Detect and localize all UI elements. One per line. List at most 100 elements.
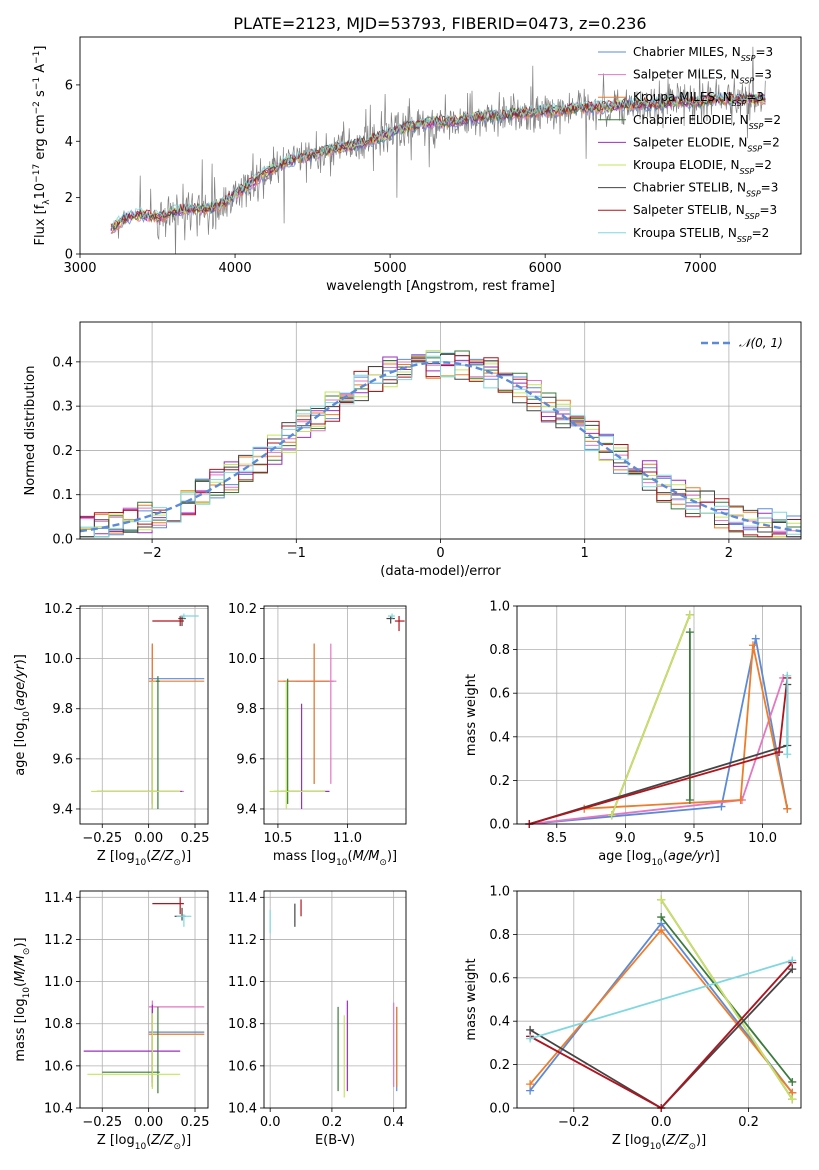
x-axis-label-part: ⊙ <box>379 858 387 868</box>
gaussian-curve <box>80 361 801 533</box>
weight-marker <box>657 926 666 935</box>
tick-label-x: 0.2 <box>738 1115 759 1130</box>
tick-label-y: 0.2 <box>489 1058 510 1073</box>
weight-marker <box>788 1095 797 1104</box>
weight-marker <box>717 802 726 811</box>
tick-label-x: −1 <box>287 546 306 561</box>
y-axis-label-part: mass weight <box>464 958 479 1040</box>
tick-label-x: 1 <box>581 546 589 561</box>
y-axis-label-part: A <box>33 64 48 77</box>
tick-label-x: 9.0 <box>615 831 636 846</box>
weight-marker <box>657 913 666 922</box>
legend-suffix: =2 <box>754 158 772 172</box>
x-axis-label: age [log10(age/yr)] <box>598 849 720 868</box>
spectrum-lines <box>110 46 766 254</box>
x-axis-label-part: ( <box>661 1133 666 1148</box>
tick-label-y: 10.6 <box>44 1059 73 1074</box>
weight-marker <box>607 811 616 820</box>
tick-label-x: −0.2 <box>558 1115 590 1130</box>
tick-label-y: 11.4 <box>228 891 257 906</box>
x-axis-label-part: )] <box>696 1133 706 1148</box>
axes-frame <box>516 890 802 1109</box>
legend-entry-3: Chabrier ELODIE, NSSP=2 <box>633 113 781 131</box>
weight-marker <box>783 750 792 759</box>
x-axis-label-part: ⊙ <box>688 1142 696 1152</box>
y-axis-label-part: mass [log <box>13 998 28 1061</box>
y-axis-label-part: Flux [f <box>33 204 48 245</box>
legend-sub: SSP <box>732 99 747 108</box>
legend-sub: SSP <box>746 189 761 198</box>
axes-frame <box>516 605 802 825</box>
legend-entry-2: Kroupa MILES, NSSP=3 <box>633 90 764 108</box>
y-axis-label-part: )] <box>13 937 28 947</box>
y-axis-label-part: s <box>33 90 48 101</box>
legend-suffix: =2 <box>762 135 780 149</box>
legend-sub: SSP <box>741 54 756 63</box>
legend-name: Salpeter STELIB, N <box>633 203 745 217</box>
weight-marker <box>775 748 784 757</box>
tick-label-y: 0.6 <box>489 971 510 986</box>
x-axis-label-part: ⊙ <box>173 858 181 868</box>
legend-suffix: =3 <box>746 90 764 104</box>
tick-label-x: −0.25 <box>82 831 122 846</box>
panel-z_vs_age: −0.25 0.00 0.259.49.69.810.010.2Z [log10(Z… <box>13 602 209 868</box>
legend-entry-7: Salpeter STELIB, NSSP=3 <box>633 203 777 221</box>
tick-label-x: 0 <box>436 546 444 561</box>
tick-label-y: 10.0 <box>228 652 257 667</box>
x-axis-label-part: 10 <box>135 1142 147 1152</box>
weight-line-0 <box>529 638 789 825</box>
y-axis-label-part: ⊙ <box>22 948 32 956</box>
x-axis-label-part: Z/Z <box>150 849 174 864</box>
y-axis-label-part: mass weight <box>464 674 479 756</box>
y-axis-label-part: −2 <box>32 101 42 114</box>
legend-suffix: =3 <box>761 181 779 195</box>
tick-label-x: 0.00 <box>134 1115 163 1130</box>
axes-frame <box>79 36 802 255</box>
tick-label-y: 0.8 <box>489 928 510 943</box>
x-axis-label-part: ( <box>663 849 668 864</box>
y-axis-label-part: age/yr <box>13 663 28 706</box>
legend-suffix: =2 <box>752 226 770 240</box>
x-axis-label-part: 10 <box>135 858 147 868</box>
legend-name: Salpeter MILES, N <box>633 68 740 82</box>
legend-sub: SSP <box>737 234 752 243</box>
tick-label-x: 6000 <box>529 261 562 276</box>
tick-label-x: 0.2 <box>322 1115 343 1130</box>
legend-entry-4: Salpeter ELODIE, NSSP=2 <box>633 135 780 153</box>
y-axis-label-part: ( <box>13 982 28 987</box>
x-axis-label-part: age/yr <box>668 849 711 864</box>
tick-label-x: 11.0 <box>333 831 362 846</box>
x-axis-label-part: Z/Z <box>150 1133 174 1148</box>
panel-z_vs_mass: −0.25 0.00 0.25 10.4 10.6 10.8 11.0 11.2 11.4 Z [… <box>13 890 209 1152</box>
panel-residuals: −2 −1 0 1 2 0.0 0.1 0.2 0.3 0.4 (data-model)/error… <box>23 321 802 579</box>
tick-label-x: 0.4 <box>383 1115 404 1130</box>
tick-label-y: 4 <box>65 135 73 150</box>
legend-sub: SSP <box>747 144 762 153</box>
tick-label-x: 4000 <box>219 261 252 276</box>
legend-suffix: =3 <box>759 203 777 217</box>
tick-label-y: 10.8 <box>44 1017 73 1032</box>
tick-label-y: 10.4 <box>44 1102 73 1117</box>
tick-label-y: 11.2 <box>228 933 257 948</box>
tick-label-y: 0.4 <box>489 730 510 745</box>
x-axis-label-part: Z/Z <box>665 1133 689 1148</box>
tick-label-y: 10.2 <box>228 602 257 617</box>
weight-marker <box>685 628 694 637</box>
y-axis-label: mass weight <box>464 958 479 1040</box>
weight-marker <box>783 804 792 813</box>
legend-sub: SSP <box>749 121 764 130</box>
tick-label-y: 0.0 <box>489 1102 510 1117</box>
x-axis-label-part: M/M <box>353 849 380 864</box>
legend-entry-8: Kroupa STELIB, NSSP=2 <box>633 226 769 244</box>
tick-label-y: 0.2 <box>52 444 73 459</box>
weight-line-5 <box>610 614 691 816</box>
panel-mass_vs_age: 10.5 11.0 9.4 9.6 9.8 10.0 10.2 mass [log10(M/M… <box>228 602 407 868</box>
y-axis-label-part: 10 <box>22 987 32 999</box>
y-axis-label-part: 10 <box>33 183 48 200</box>
errorbars <box>269 613 405 809</box>
legend-name: Chabrier ELODIE, N <box>633 113 749 127</box>
y-axis-label-part: ] <box>33 46 48 51</box>
tick-label-x: −0.25 <box>82 1115 122 1130</box>
x-axis-label: (data-model)/error <box>380 564 501 579</box>
